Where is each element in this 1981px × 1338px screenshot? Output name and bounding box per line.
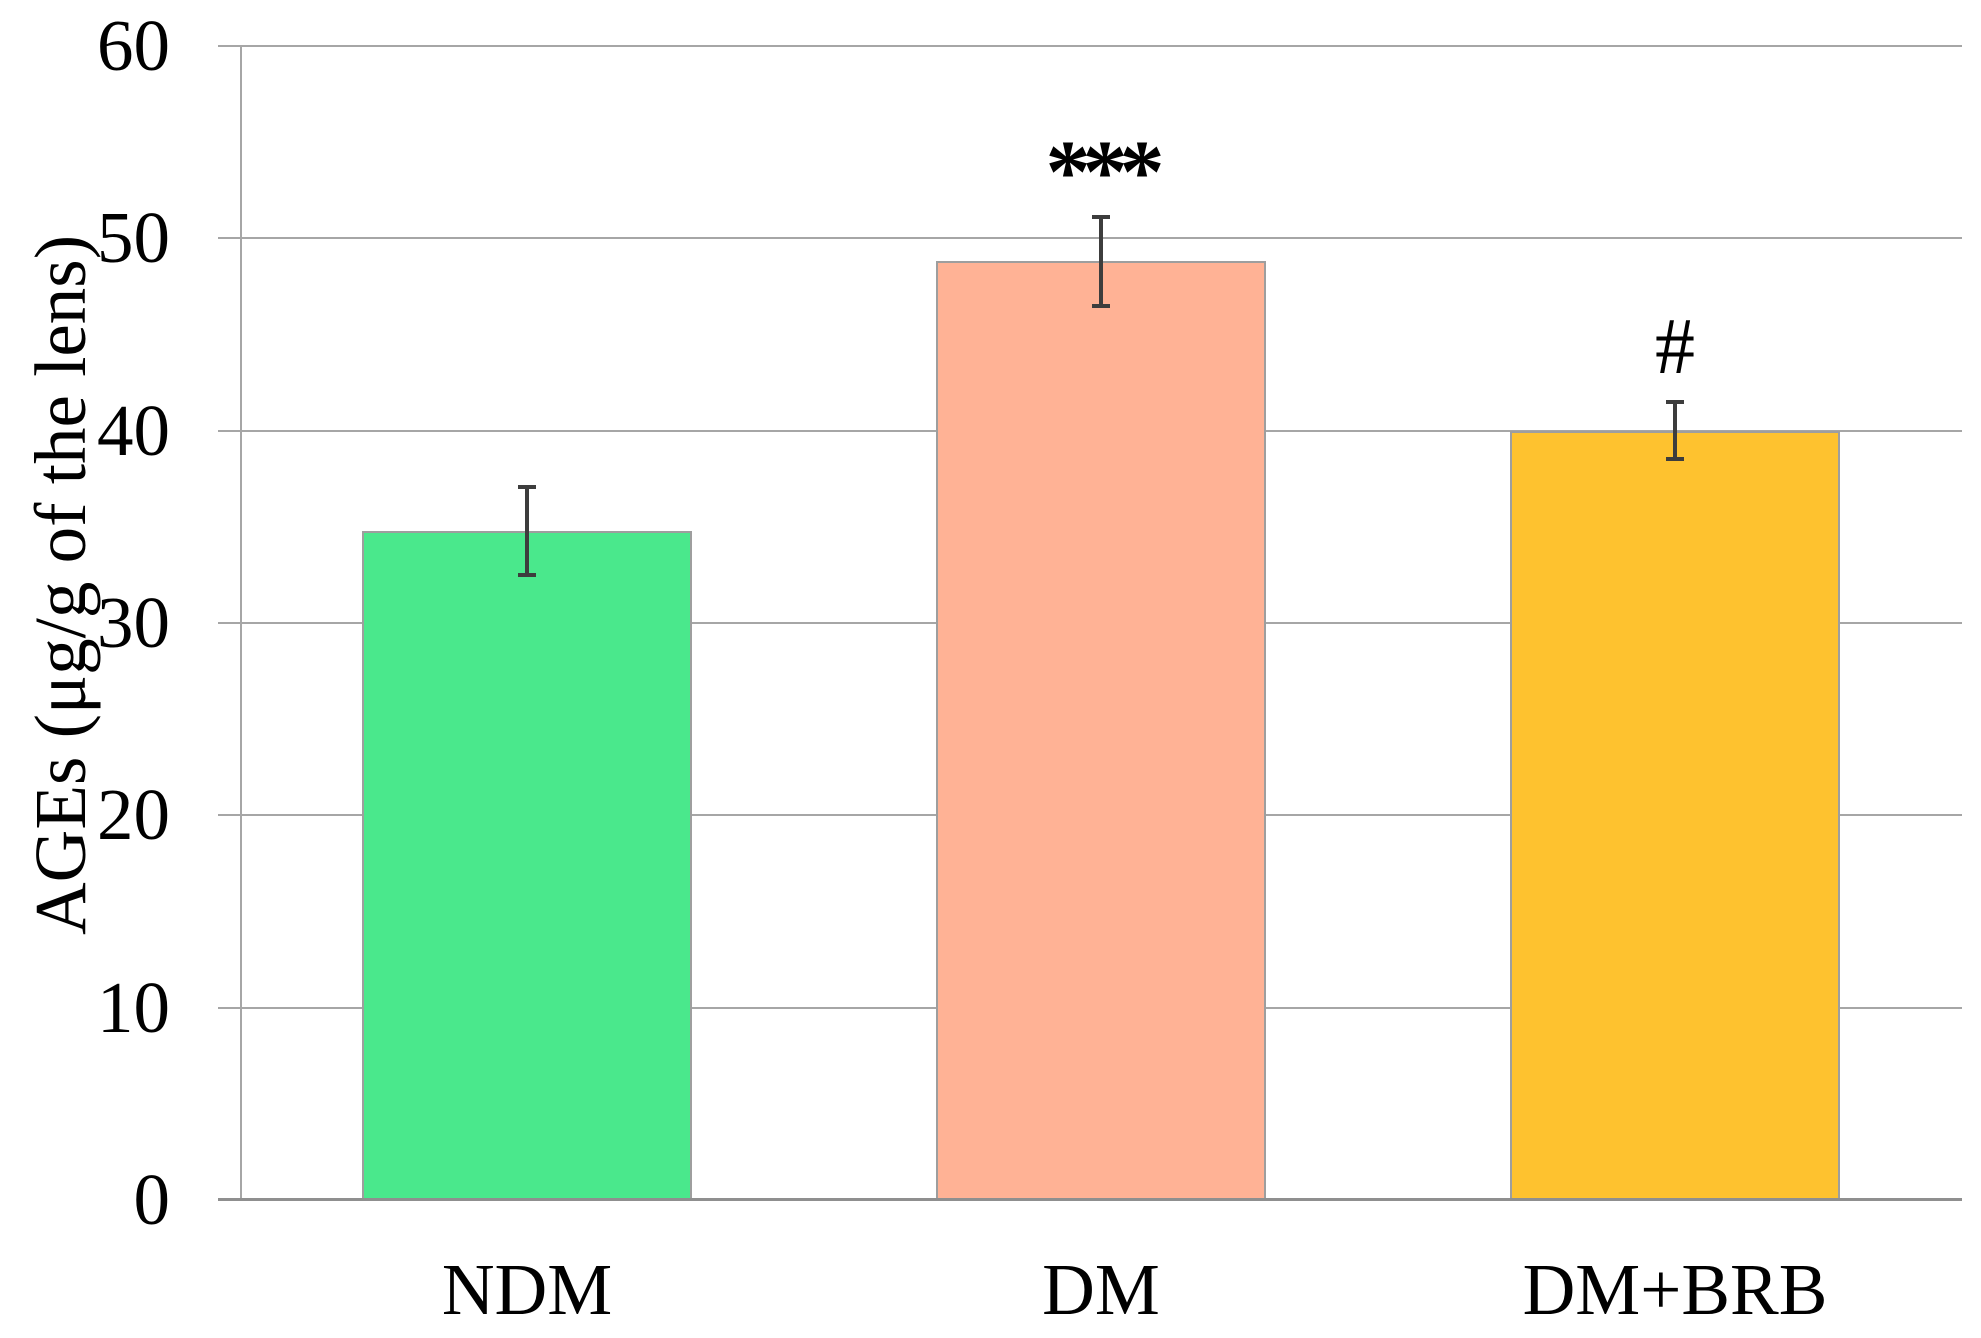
y-tick-label: 50 xyxy=(97,197,170,279)
x-category-label-dm-brb: DM+BRB xyxy=(1522,1249,1828,1330)
error-bar-stem xyxy=(1099,215,1103,308)
y-tick-labels: 0 10 20 30 40 50 60 xyxy=(0,0,170,1338)
plot-area: *** # xyxy=(218,45,1962,1201)
bar-dm-brb xyxy=(1510,430,1840,1200)
y-tick-label: 0 xyxy=(133,1159,171,1240)
error-bar-cap-top xyxy=(1666,399,1684,404)
gridline xyxy=(218,45,1962,47)
error-bar-cap-bottom xyxy=(1666,457,1684,462)
y-tick-label: 30 xyxy=(97,582,170,663)
error-bar-stem xyxy=(1673,399,1677,462)
error-bar-cap-bottom xyxy=(518,572,536,577)
error-bar-cap-top xyxy=(1092,215,1110,220)
significance-marker-dm-brb: # xyxy=(1655,302,1695,391)
bar-ndm xyxy=(362,530,692,1200)
x-category-labels: NDM DM DM+BRB xyxy=(240,1250,1962,1338)
error-bar-cap-top xyxy=(518,484,536,489)
y-tick-label: 10 xyxy=(97,966,170,1048)
y-tick-label: 20 xyxy=(97,774,170,856)
bar-dm xyxy=(936,261,1266,1200)
x-axis-line xyxy=(218,1198,1962,1201)
error-bar-cap-bottom xyxy=(1092,303,1110,308)
x-category-label-ndm: NDM xyxy=(441,1249,613,1330)
x-category-label-dm: DM xyxy=(1042,1249,1160,1330)
y-tick-label: 60 xyxy=(97,5,170,86)
y-tick-label: 40 xyxy=(97,389,170,471)
gridline xyxy=(218,237,1962,240)
significance-marker-dm: *** xyxy=(1045,123,1165,223)
error-bar-stem xyxy=(525,484,529,577)
